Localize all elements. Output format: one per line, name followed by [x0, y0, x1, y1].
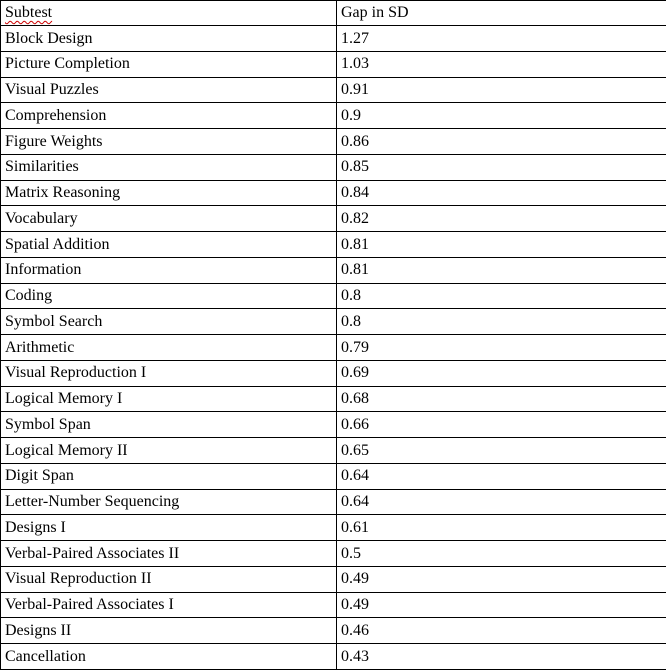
subtest-cell: Cancellation: [0, 643, 337, 670]
header-row: Subtest Gap in SD: [0, 0, 666, 26]
column-header-subtest: Subtest: [0, 0, 337, 26]
gap-cell: 0.43: [336, 643, 666, 670]
subtest-cell: Coding: [0, 282, 337, 310]
subtest-cell: Information: [0, 256, 337, 284]
table-body: Block Design 1.27 Picture Completion 1.03 Vi…: [0, 25, 666, 670]
subtest-cell: Vocabulary: [0, 205, 337, 232]
gap-cell: 0.65: [336, 437, 666, 464]
subtest-cell: Logical Memory II: [0, 437, 337, 464]
subtest-cell: Designs II: [0, 617, 337, 644]
gap-cell: 0.49: [336, 565, 666, 593]
table-row: Logical Memory I 0.68: [0, 385, 666, 413]
gap-cell: 0.64: [336, 462, 666, 490]
subtest-cell: Block Design: [0, 25, 337, 52]
table-row: Picture Completion 1.03: [0, 50, 666, 78]
gap-cell: 0.61: [336, 514, 666, 541]
table-row: Comprehension 0.9: [0, 102, 666, 129]
gap-cell: 0.82: [336, 205, 666, 232]
gap-cell: 1.03: [336, 50, 666, 78]
gap-cell: 0.46: [336, 617, 666, 644]
subtest-cell: Figure Weights: [0, 128, 337, 155]
gap-cell: 0.49: [336, 591, 666, 619]
subtest-cell: Visual Puzzles: [0, 76, 337, 104]
subtest-cell: Picture Completion: [0, 50, 337, 78]
subtest-cell: Digit Span: [0, 462, 337, 490]
table-row: Visual Reproduction II 0.49: [0, 565, 666, 593]
table-row: Spatial Addition 0.81: [0, 231, 666, 258]
gap-cell: 0.79: [336, 334, 666, 361]
table-row: Letter-Number Sequencing 0.64: [0, 488, 666, 516]
table-row: Visual Reproduction I 0.69: [0, 359, 666, 387]
table-row: Digit Span 0.64: [0, 462, 666, 490]
table-row: Information 0.81: [0, 256, 666, 284]
gap-cell: 0.68: [336, 385, 666, 413]
gap-cell: 0.86: [336, 128, 666, 155]
gap-cell: 0.85: [336, 153, 666, 181]
table-row: Figure Weights 0.86: [0, 128, 666, 155]
gap-cell: 0.8: [336, 308, 666, 335]
column-header-gap: Gap in SD: [336, 0, 666, 26]
gap-cell: 0.8: [336, 282, 666, 310]
gap-cell: 0.81: [336, 256, 666, 284]
subtest-cell: Visual Reproduction I: [0, 359, 337, 387]
gap-cell: 0.81: [336, 231, 666, 258]
gap-cell: 0.84: [336, 179, 666, 207]
column-header-subtest-label: Subtest: [5, 4, 53, 22]
table-row: Designs I 0.61: [0, 514, 666, 541]
table-row: Arithmetic 0.79: [0, 334, 666, 361]
subtest-cell: Arithmetic: [0, 334, 337, 361]
gap-cell: 0.66: [336, 411, 666, 438]
table-row: Symbol Span 0.66: [0, 411, 666, 438]
gap-cell: 1.27: [336, 25, 666, 52]
subtest-cell: Matrix Reasoning: [0, 179, 337, 207]
gap-cell: 0.91: [336, 76, 666, 104]
subtest-cell: Similarities: [0, 153, 337, 181]
gap-cell: 0.64: [336, 488, 666, 516]
table-row: Coding 0.8: [0, 282, 666, 310]
subtest-cell: Spatial Addition: [0, 231, 337, 258]
subtest-cell: Symbol Span: [0, 411, 337, 438]
table-row: Designs II 0.46: [0, 617, 666, 644]
subtest-cell: Verbal-Paired Associates I: [0, 591, 337, 619]
table-row: Similarities 0.85: [0, 153, 666, 181]
table-row: Vocabulary 0.82: [0, 205, 666, 232]
subtest-cell: Comprehension: [0, 102, 337, 129]
table-row: Verbal-Paired Associates II 0.5: [0, 540, 666, 567]
subtest-cell: Symbol Search: [0, 308, 337, 335]
table-row: Logical Memory II 0.65: [0, 437, 666, 464]
gap-cell: 0.69: [336, 359, 666, 387]
subtest-cell: Logical Memory I: [0, 385, 337, 413]
table-row: Block Design 1.27: [0, 25, 666, 52]
subtest-cell: Letter-Number Sequencing: [0, 488, 337, 516]
table-row: Visual Puzzles 0.91: [0, 76, 666, 104]
column-header-gap-label: Gap in SD: [341, 4, 409, 22]
table-row: Matrix Reasoning 0.84: [0, 179, 666, 207]
gap-cell: 0.9: [336, 102, 666, 129]
subtest-cell: Designs I: [0, 514, 337, 541]
table-row: Cancellation 0.43: [0, 643, 666, 670]
table-row: Symbol Search 0.8: [0, 308, 666, 335]
subtest-cell: Visual Reproduction II: [0, 565, 337, 593]
table-row: Verbal-Paired Associates I 0.49: [0, 591, 666, 619]
subtest-cell: Verbal-Paired Associates II: [0, 540, 337, 567]
gap-cell: 0.5: [336, 540, 666, 567]
